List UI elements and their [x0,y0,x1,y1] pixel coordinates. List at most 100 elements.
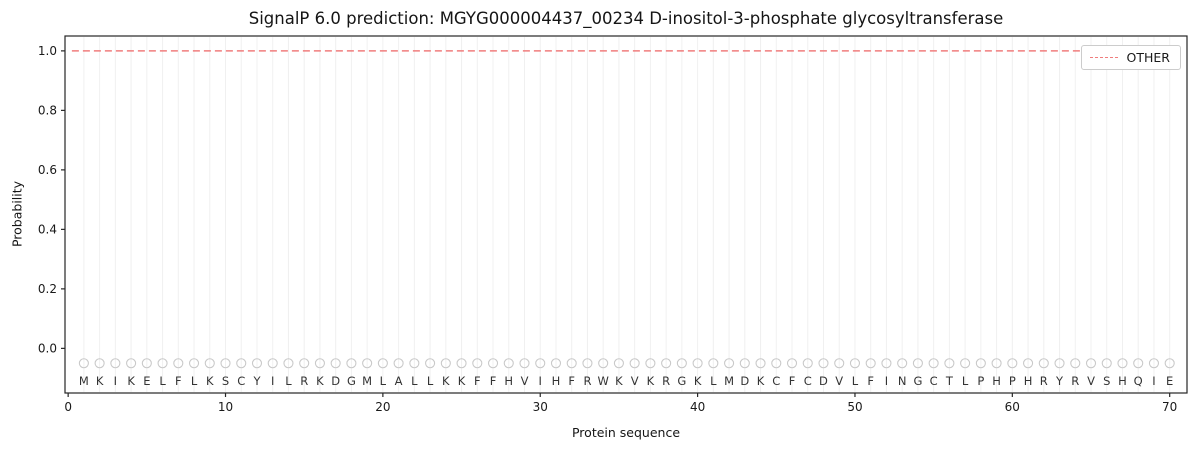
residue-letter: K [127,374,135,388]
x-tick-label: 70 [1162,400,1177,414]
legend-line-sample [1089,57,1118,58]
residue-letter: V [631,374,639,388]
residue-letter: R [662,374,670,388]
residue-letter: A [395,374,403,388]
residue-letter: G [347,374,356,388]
residue-marker [377,358,388,369]
y-tick-label: 0.6 [38,163,57,177]
residue-marker [849,358,861,369]
y-tick-label: 0.2 [38,282,57,296]
residue-marker [897,358,908,369]
residue-marker [94,358,105,369]
residue-marker [173,358,184,369]
residue-marker [991,358,1002,369]
y-tick-label: 0.4 [38,222,57,236]
residue-marker [1117,358,1128,369]
residue-marker [708,358,719,369]
residue-letter: I [885,374,888,388]
residue-letter: V [1087,374,1095,388]
residue-letter: L [852,374,859,388]
x-tick-label: 10 [218,400,233,414]
residue-letter: I [539,374,542,388]
residue-marker [503,358,514,369]
residue-letter: K [458,374,466,388]
x-tick-label: 60 [1005,400,1020,414]
residue-letter: Y [1055,374,1064,388]
legend: OTHER [1080,45,1181,70]
residue-marker [188,358,200,369]
residue-marker [802,358,813,369]
residue-marker [645,358,656,369]
x-tick-label: 30 [533,400,548,414]
residue-letter: K [442,374,450,388]
residue-marker [755,358,766,369]
residue-marker [204,358,215,369]
residue-marker [1038,358,1049,369]
residue-letter: H [992,374,1001,388]
residue-letter: K [647,374,655,388]
residue-letter: K [757,374,765,388]
residue-marker [566,358,577,369]
residue-marker [78,358,89,369]
residue-letter: F [867,374,874,388]
residue-marker [314,358,325,369]
residue-marker [519,358,530,369]
residue-marker [865,358,876,369]
x-tick-label: 40 [690,400,705,414]
residue-letter: Y [252,374,261,388]
residue-letter: R [583,374,591,388]
residue-letter: H [504,374,513,388]
residue-marker [472,358,483,369]
residue-letter: L [285,374,292,388]
residue-letter: R [300,374,308,388]
residue-marker [928,358,939,369]
residue-marker [582,358,593,369]
residue-letter: L [380,374,387,388]
chart-title: SignalP 6.0 prediction: MGYG000004437_00… [248,9,1004,28]
residue-marker [550,358,562,369]
residue-marker [676,358,687,369]
residue-marker [1007,358,1018,369]
residue-marker [362,358,373,369]
residue-marker [110,358,121,369]
residue-letter: C [237,374,245,388]
residue-marker [535,358,546,369]
residue-marker [1085,358,1097,369]
residue-marker [220,358,231,369]
residue-letter: I [1152,374,1155,388]
residue-letter: C [804,374,812,388]
residue-marker [771,358,782,369]
residue-letter: I [271,374,274,388]
residue-marker [1101,358,1112,369]
residue-marker [818,358,829,369]
residue-letter: M [724,374,734,388]
residue-letter: E [143,374,150,388]
residue-letter: W [597,374,608,388]
residue-marker [409,358,420,369]
residue-letter: L [191,374,198,388]
residue-letter: L [427,374,434,388]
residue-marker [1133,358,1144,369]
residue-letter: R [1071,374,1079,388]
y-tick-label: 1.0 [38,44,57,58]
residue-marker [251,358,263,369]
residue-letter: C [772,374,780,388]
residue-letter: D [740,374,749,388]
residue-marker [330,358,341,369]
residue-marker [1164,358,1175,369]
residue-marker [236,358,247,369]
residue-letter: P [977,374,984,388]
residue-letter: F [175,374,182,388]
residue-marker [425,358,436,369]
residue-letter: D [819,374,828,388]
residue-marker [629,358,640,369]
residue-marker [975,358,986,369]
residue-marker [346,358,357,369]
x-axis-label: Protein sequence [571,425,681,440]
residue-marker [960,358,971,369]
axes-spines [64,35,1188,394]
residue-marker [613,358,624,369]
residue-marker [487,358,499,369]
x-tick-label: 50 [847,400,862,414]
x-tick-label: 20 [375,400,390,414]
